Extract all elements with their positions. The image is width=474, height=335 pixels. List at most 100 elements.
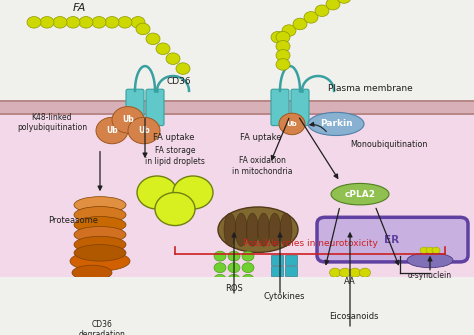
Circle shape xyxy=(155,193,195,225)
FancyBboxPatch shape xyxy=(285,255,298,265)
Circle shape xyxy=(214,263,226,273)
Ellipse shape xyxy=(74,226,126,243)
Circle shape xyxy=(279,113,305,135)
Circle shape xyxy=(99,316,109,325)
Text: Plasma membrane: Plasma membrane xyxy=(328,83,412,92)
Text: α-synuclein: α-synuclein xyxy=(408,271,452,280)
Ellipse shape xyxy=(72,265,112,280)
Ellipse shape xyxy=(246,213,258,246)
Circle shape xyxy=(104,299,116,309)
Circle shape xyxy=(92,16,106,28)
Circle shape xyxy=(214,274,226,284)
Circle shape xyxy=(293,18,307,30)
Circle shape xyxy=(228,263,240,273)
Ellipse shape xyxy=(369,300,391,311)
Circle shape xyxy=(118,16,132,28)
Text: Ub: Ub xyxy=(138,126,150,135)
Text: ROS: ROS xyxy=(225,284,243,293)
Circle shape xyxy=(304,12,318,23)
Circle shape xyxy=(242,274,254,284)
Circle shape xyxy=(131,16,145,28)
Text: FA uptake: FA uptake xyxy=(240,133,282,142)
Text: FA uptake: FA uptake xyxy=(153,133,194,142)
Text: Monoubiquitination: Monoubiquitination xyxy=(350,140,428,149)
Circle shape xyxy=(128,117,160,144)
Circle shape xyxy=(276,50,290,61)
Circle shape xyxy=(339,268,350,277)
Ellipse shape xyxy=(74,236,126,253)
Text: CD36
degradation: CD36 degradation xyxy=(79,320,126,335)
Circle shape xyxy=(276,41,290,52)
Bar xyxy=(0,100,474,115)
Circle shape xyxy=(214,251,226,261)
Bar xyxy=(0,0,474,108)
Text: Cytokines: Cytokines xyxy=(263,292,305,301)
FancyBboxPatch shape xyxy=(146,89,164,126)
FancyBboxPatch shape xyxy=(291,89,309,126)
Ellipse shape xyxy=(321,300,343,311)
Circle shape xyxy=(326,0,340,10)
Circle shape xyxy=(337,0,351,3)
Ellipse shape xyxy=(269,213,281,246)
Text: Ub: Ub xyxy=(287,121,297,127)
Text: AA: AA xyxy=(344,277,356,286)
Circle shape xyxy=(102,306,113,315)
Ellipse shape xyxy=(70,251,130,271)
Circle shape xyxy=(76,318,88,327)
Ellipse shape xyxy=(74,245,126,261)
Circle shape xyxy=(176,63,190,74)
Circle shape xyxy=(315,5,329,16)
Circle shape xyxy=(117,312,128,321)
Text: CD36: CD36 xyxy=(167,77,191,86)
Circle shape xyxy=(349,268,361,277)
Ellipse shape xyxy=(74,197,126,213)
Text: FA storage
in lipid droplets: FA storage in lipid droplets xyxy=(145,146,205,165)
Text: Parkin: Parkin xyxy=(319,120,352,128)
Circle shape xyxy=(40,16,54,28)
FancyBboxPatch shape xyxy=(285,266,298,276)
Circle shape xyxy=(146,33,160,45)
Ellipse shape xyxy=(280,213,292,246)
Ellipse shape xyxy=(257,213,270,246)
Circle shape xyxy=(282,25,296,37)
Circle shape xyxy=(276,59,290,70)
Circle shape xyxy=(96,117,128,144)
Circle shape xyxy=(276,31,290,43)
Circle shape xyxy=(242,263,254,273)
Ellipse shape xyxy=(218,207,298,252)
Text: Possible roles in neurotoxicity: Possible roles in neurotoxicity xyxy=(243,239,377,248)
Circle shape xyxy=(420,247,428,254)
Circle shape xyxy=(110,319,121,328)
FancyBboxPatch shape xyxy=(272,255,283,265)
Ellipse shape xyxy=(407,253,453,268)
Circle shape xyxy=(105,16,119,28)
FancyBboxPatch shape xyxy=(317,217,468,262)
Ellipse shape xyxy=(74,216,126,233)
Ellipse shape xyxy=(331,184,389,205)
Circle shape xyxy=(432,247,440,254)
Text: ER: ER xyxy=(384,234,400,245)
Circle shape xyxy=(359,268,371,277)
Bar xyxy=(0,100,474,102)
FancyBboxPatch shape xyxy=(126,89,144,126)
Text: Ub: Ub xyxy=(122,115,134,124)
Circle shape xyxy=(66,16,80,28)
Circle shape xyxy=(137,176,177,209)
Ellipse shape xyxy=(308,112,364,135)
Circle shape xyxy=(228,251,240,261)
Circle shape xyxy=(271,31,285,43)
Text: FA oxidation
in mitochondria: FA oxidation in mitochondria xyxy=(232,156,292,176)
Circle shape xyxy=(81,305,91,314)
Circle shape xyxy=(166,53,180,64)
FancyBboxPatch shape xyxy=(272,266,283,276)
Circle shape xyxy=(329,268,340,277)
Text: K48-linked
polyubiquitination: K48-linked polyubiquitination xyxy=(17,113,87,132)
Ellipse shape xyxy=(74,207,126,223)
Circle shape xyxy=(91,301,101,310)
Circle shape xyxy=(156,43,170,55)
Text: FA: FA xyxy=(73,3,86,13)
Circle shape xyxy=(27,16,41,28)
Circle shape xyxy=(112,107,144,133)
Circle shape xyxy=(173,176,213,209)
Ellipse shape xyxy=(345,300,367,311)
